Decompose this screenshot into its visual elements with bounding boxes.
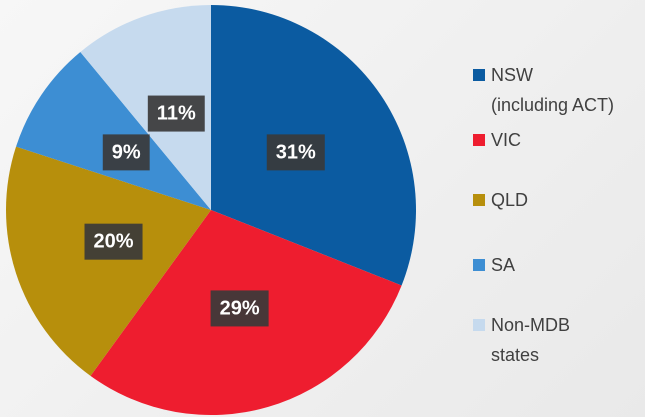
legend-line: VIC [491,130,521,150]
data-label-text: 29% [220,297,260,319]
legend-label: QLD [491,190,528,210]
data-label-text: 20% [94,231,134,253]
data-label-box [147,95,205,132]
legend-label: SA [491,255,515,275]
pie-slice [80,5,211,210]
legend-swatch [473,259,485,271]
legend-line: (including ACT) [491,95,614,115]
legend-line: QLD [491,190,528,210]
data-label-text: 9% [112,141,141,163]
data-label-box [210,290,269,327]
legend-label: VIC [491,130,521,150]
data-label: 9% [102,134,150,171]
data-label: 29% [210,290,269,327]
data-label-box [102,134,150,171]
legend-swatch [473,319,485,331]
data-label: 31% [266,134,325,171]
legend-label: NSW (including ACT) [491,65,614,115]
legend-swatch [473,134,485,146]
legend-line: NSW [491,65,533,85]
data-label-text: 11% [157,103,196,125]
data-label: 11% [147,95,205,132]
data-label-box [266,134,325,171]
legend-line: states [491,345,539,365]
data-label-text: 31% [276,141,316,163]
data-label-box [84,223,143,260]
legend-label: Non-MDB states [491,315,570,365]
data-label: 20% [84,223,143,260]
pie-slice [6,146,212,376]
legend-swatch [473,194,485,206]
legend-line: Non-MDB [491,315,570,335]
legend-line: SA [491,255,515,275]
legend-swatch [473,69,485,81]
pie-slice [16,52,211,210]
